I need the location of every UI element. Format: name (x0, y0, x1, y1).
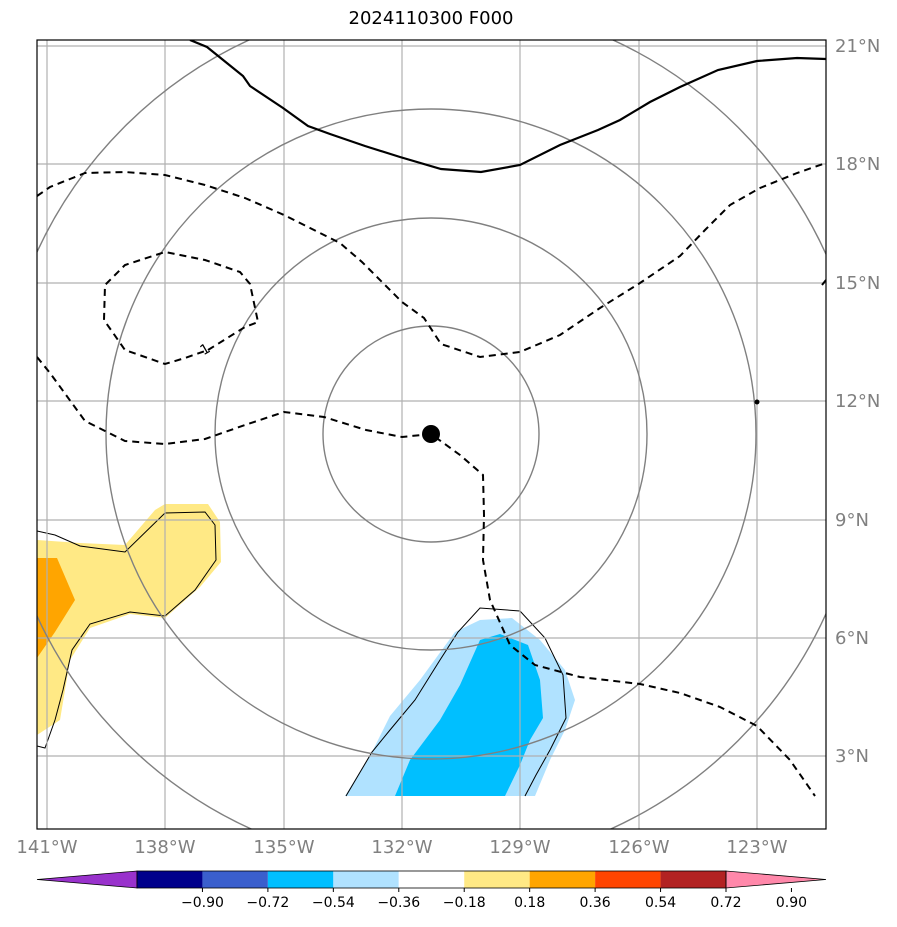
dashed-contours (37, 162, 826, 797)
colorbar-segment (333, 871, 399, 888)
colorbar-tick-label: 0.90 (776, 895, 807, 911)
map-frame (36, 39, 827, 830)
colorbar-tick-label: 0.36 (580, 895, 611, 911)
lon-gridlines (46, 40, 758, 829)
map-plot-area: 1 (37, 40, 826, 829)
colorbar-segment (595, 871, 661, 888)
lat-label-9n: 9°N (835, 510, 869, 531)
colorbar-tick-label: −0.18 (443, 895, 486, 911)
storm-center-small-marker (754, 399, 760, 405)
positive-anomaly-light-yellow (37, 504, 221, 735)
colorbar-tick-label: −0.72 (246, 895, 289, 911)
lon-label-132w: 132°W (371, 837, 432, 858)
range-rings (37, 40, 826, 829)
solid-contour (189, 40, 826, 174)
colorbar-segment (529, 871, 596, 888)
colorbar-segment (464, 871, 530, 888)
lon-label-123w: 123°W (726, 837, 787, 858)
lat-gridlines (37, 45, 826, 757)
lat-label-18n: 18°N (835, 154, 880, 175)
colorbar-tick-label: −0.36 (377, 895, 420, 911)
lon-label-141w: 141°W (16, 837, 77, 858)
thin-contour-south (345, 607, 567, 797)
colorbar-segment (137, 871, 203, 888)
lat-label-12n: 12°N (835, 391, 880, 412)
lat-label-6n: 6°N (835, 628, 869, 649)
lat-label-3n: 3°N (835, 746, 869, 767)
colorbar-tick-label: 0.72 (710, 895, 741, 911)
colorbar-segment (660, 871, 726, 888)
colorbar-tick-label: −0.90 (181, 895, 224, 911)
colorbar-tick-label: 0.54 (645, 895, 676, 911)
lon-label-126w: 126°W (608, 837, 669, 858)
lon-labels: 141°W 138°W 135°W 132°W 129°W 126°W 123°… (16, 837, 787, 858)
colorbar-segment (398, 871, 465, 888)
colorbar-extend-low (36, 870, 138, 889)
thin-contour-west (37, 511, 217, 749)
contour-label: 1 (198, 341, 214, 359)
lon-label-129w: 129°W (489, 837, 550, 858)
colorbar: −0.90 −0.72 −0.54 −0.36 −0.18 0.18 0.36 0.54 0.7… (36, 870, 827, 911)
map-title: 2024110300 F000 (348, 8, 514, 29)
colorbar-tick-label: 0.18 (514, 895, 545, 911)
lat-label-15n: 15°N (835, 273, 880, 294)
lon-label-135w: 135°W (253, 837, 314, 858)
colorbar-frame (136, 870, 727, 889)
colorbar-tick-label: −0.54 (312, 895, 355, 911)
colorbar-segment (202, 871, 268, 888)
lat-label-21n: 21°N (835, 36, 880, 57)
lat-labels: 21°N 18°N 15°N 12°N 9°N 6°N 3°N (835, 36, 880, 767)
colorbar-extend-high (725, 870, 827, 889)
colorbar-segment (267, 871, 334, 888)
lon-label-138w: 138°W (134, 837, 195, 858)
storm-center-marker (422, 425, 440, 443)
